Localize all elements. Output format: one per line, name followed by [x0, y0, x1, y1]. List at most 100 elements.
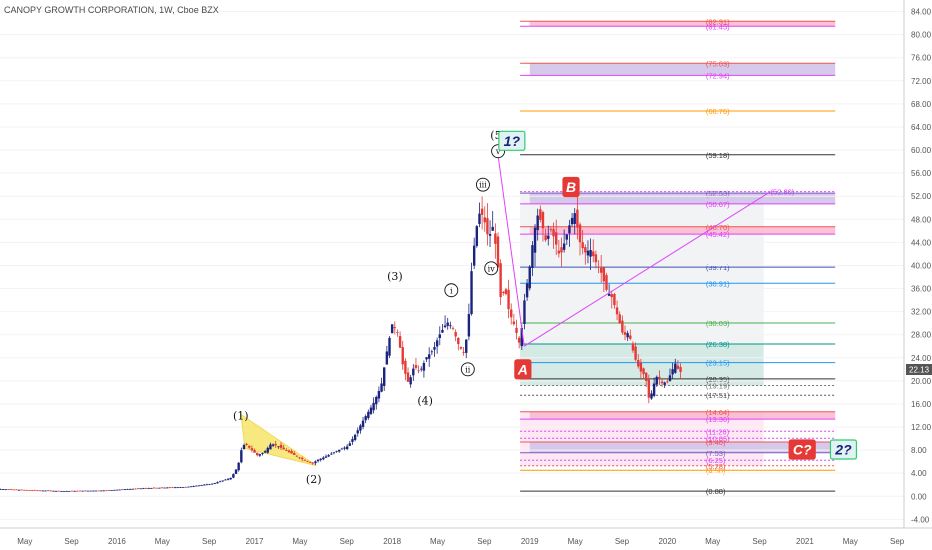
candle-body	[483, 217, 486, 223]
candle-body	[279, 444, 283, 448]
candle-body	[491, 226, 494, 231]
y-tick-label: 56.00	[911, 169, 932, 178]
y-tick-label: 76.00	[911, 54, 932, 63]
x-tick-label: 2019	[521, 537, 539, 546]
candle-body	[576, 209, 579, 228]
wave-label: (2)	[306, 473, 322, 486]
candle-body	[584, 247, 587, 253]
candle-body	[70, 490, 74, 492]
wave-label: ii	[465, 365, 471, 374]
price-axis[interactable]: 84.00 80.00 76.00 72.00 68.00 64.00 60.00 56.00…	[903, 0, 932, 528]
candle-body	[78, 490, 82, 492]
time-axis[interactable]: May Sep 2016 May Sep 2017 May Sep 2018 May Sep 2019…	[0, 527, 932, 546]
y-tick-label: 84.00	[911, 8, 932, 17]
candle-body	[46, 490, 50, 492]
candle-body	[197, 485, 201, 487]
candle-body	[594, 254, 598, 263]
candle-body	[449, 325, 452, 327]
candle-body	[581, 242, 584, 249]
candle-body	[49, 490, 53, 492]
candle-body	[552, 229, 555, 237]
candle-body	[166, 487, 169, 489]
candle-body	[65, 491, 68, 492]
level-label: (17.51)	[706, 391, 730, 400]
level-label: (72.94)	[706, 71, 730, 80]
boxed-label-bg	[514, 359, 532, 380]
candle-body	[539, 209, 542, 220]
wedge-pattern	[240, 413, 317, 467]
y-tick-label: 4.00	[911, 469, 927, 478]
candle-body	[54, 490, 58, 492]
range-zone	[520, 191, 764, 345]
candle-body	[195, 485, 198, 487]
candle-body	[208, 484, 211, 485]
candle-body	[430, 351, 434, 353]
x-tick-label: May	[705, 537, 720, 546]
candle-body	[60, 491, 63, 492]
candle-body	[631, 343, 635, 351]
x-tick-label: 2016	[108, 537, 126, 546]
boxed-label-bg	[788, 439, 816, 460]
candle-body	[533, 227, 537, 253]
candle-body	[234, 469, 238, 474]
level-label: (10.05)	[706, 434, 730, 443]
y-tick-label: 20.00	[911, 377, 932, 386]
candle-body	[123, 489, 127, 491]
y-tick-label: 12.00	[911, 423, 932, 432]
candle-body	[118, 489, 121, 491]
candle-body	[351, 439, 354, 442]
candle-body	[258, 454, 262, 456]
candle-body	[467, 314, 471, 337]
candle-body	[613, 294, 616, 306]
candle-body	[644, 372, 648, 381]
candle-body	[295, 455, 299, 457]
level-label: (36.91)	[706, 279, 730, 288]
candle-body	[420, 368, 423, 370]
candle-body	[316, 459, 320, 462]
candle-body	[131, 488, 135, 490]
candle-body	[393, 327, 396, 329]
wave-label: iv	[488, 264, 496, 273]
candle-body	[570, 217, 574, 225]
candle-body	[332, 452, 336, 454]
x-tick-label: May	[430, 537, 445, 546]
candle-body	[271, 444, 275, 446]
candle-body	[211, 483, 214, 485]
candle-body	[44, 490, 47, 492]
candle-body	[319, 458, 322, 460]
boxed-label: C?	[793, 442, 812, 458]
candle-body	[158, 487, 161, 489]
candle-body	[277, 446, 280, 448]
candle-body	[573, 213, 576, 224]
wave-label: i	[450, 286, 453, 295]
y-tick-label: 60.00	[911, 146, 932, 155]
candle-body	[441, 329, 444, 333]
candle-body	[248, 445, 251, 448]
candle-body	[155, 487, 158, 489]
candle-body	[136, 488, 140, 490]
y-tick-label: 36.00	[911, 285, 932, 294]
candle-body	[364, 416, 367, 421]
candle-body	[163, 487, 166, 489]
candle-body	[121, 489, 124, 491]
candle-body	[216, 482, 219, 484]
candle-body	[375, 396, 378, 405]
candle-body	[31, 490, 34, 492]
candle-body	[565, 234, 568, 240]
candle-body	[144, 488, 148, 489]
candle-body	[443, 325, 447, 328]
fib-levels: (82.31)(81.45) (75.03) (72.94) (66.76) (59.1…	[520, 17, 836, 496]
candle-body	[340, 448, 344, 450]
candle-body	[189, 486, 193, 488]
candle-body	[674, 363, 677, 373]
candle-body	[314, 461, 317, 464]
candle-body	[126, 489, 129, 490]
candle-body	[536, 215, 539, 231]
candle-body	[15, 489, 18, 491]
y-tick-label: 24.00	[911, 354, 932, 363]
candle-body	[293, 453, 296, 455]
candle-body	[330, 453, 333, 455]
candle-body	[435, 340, 439, 347]
